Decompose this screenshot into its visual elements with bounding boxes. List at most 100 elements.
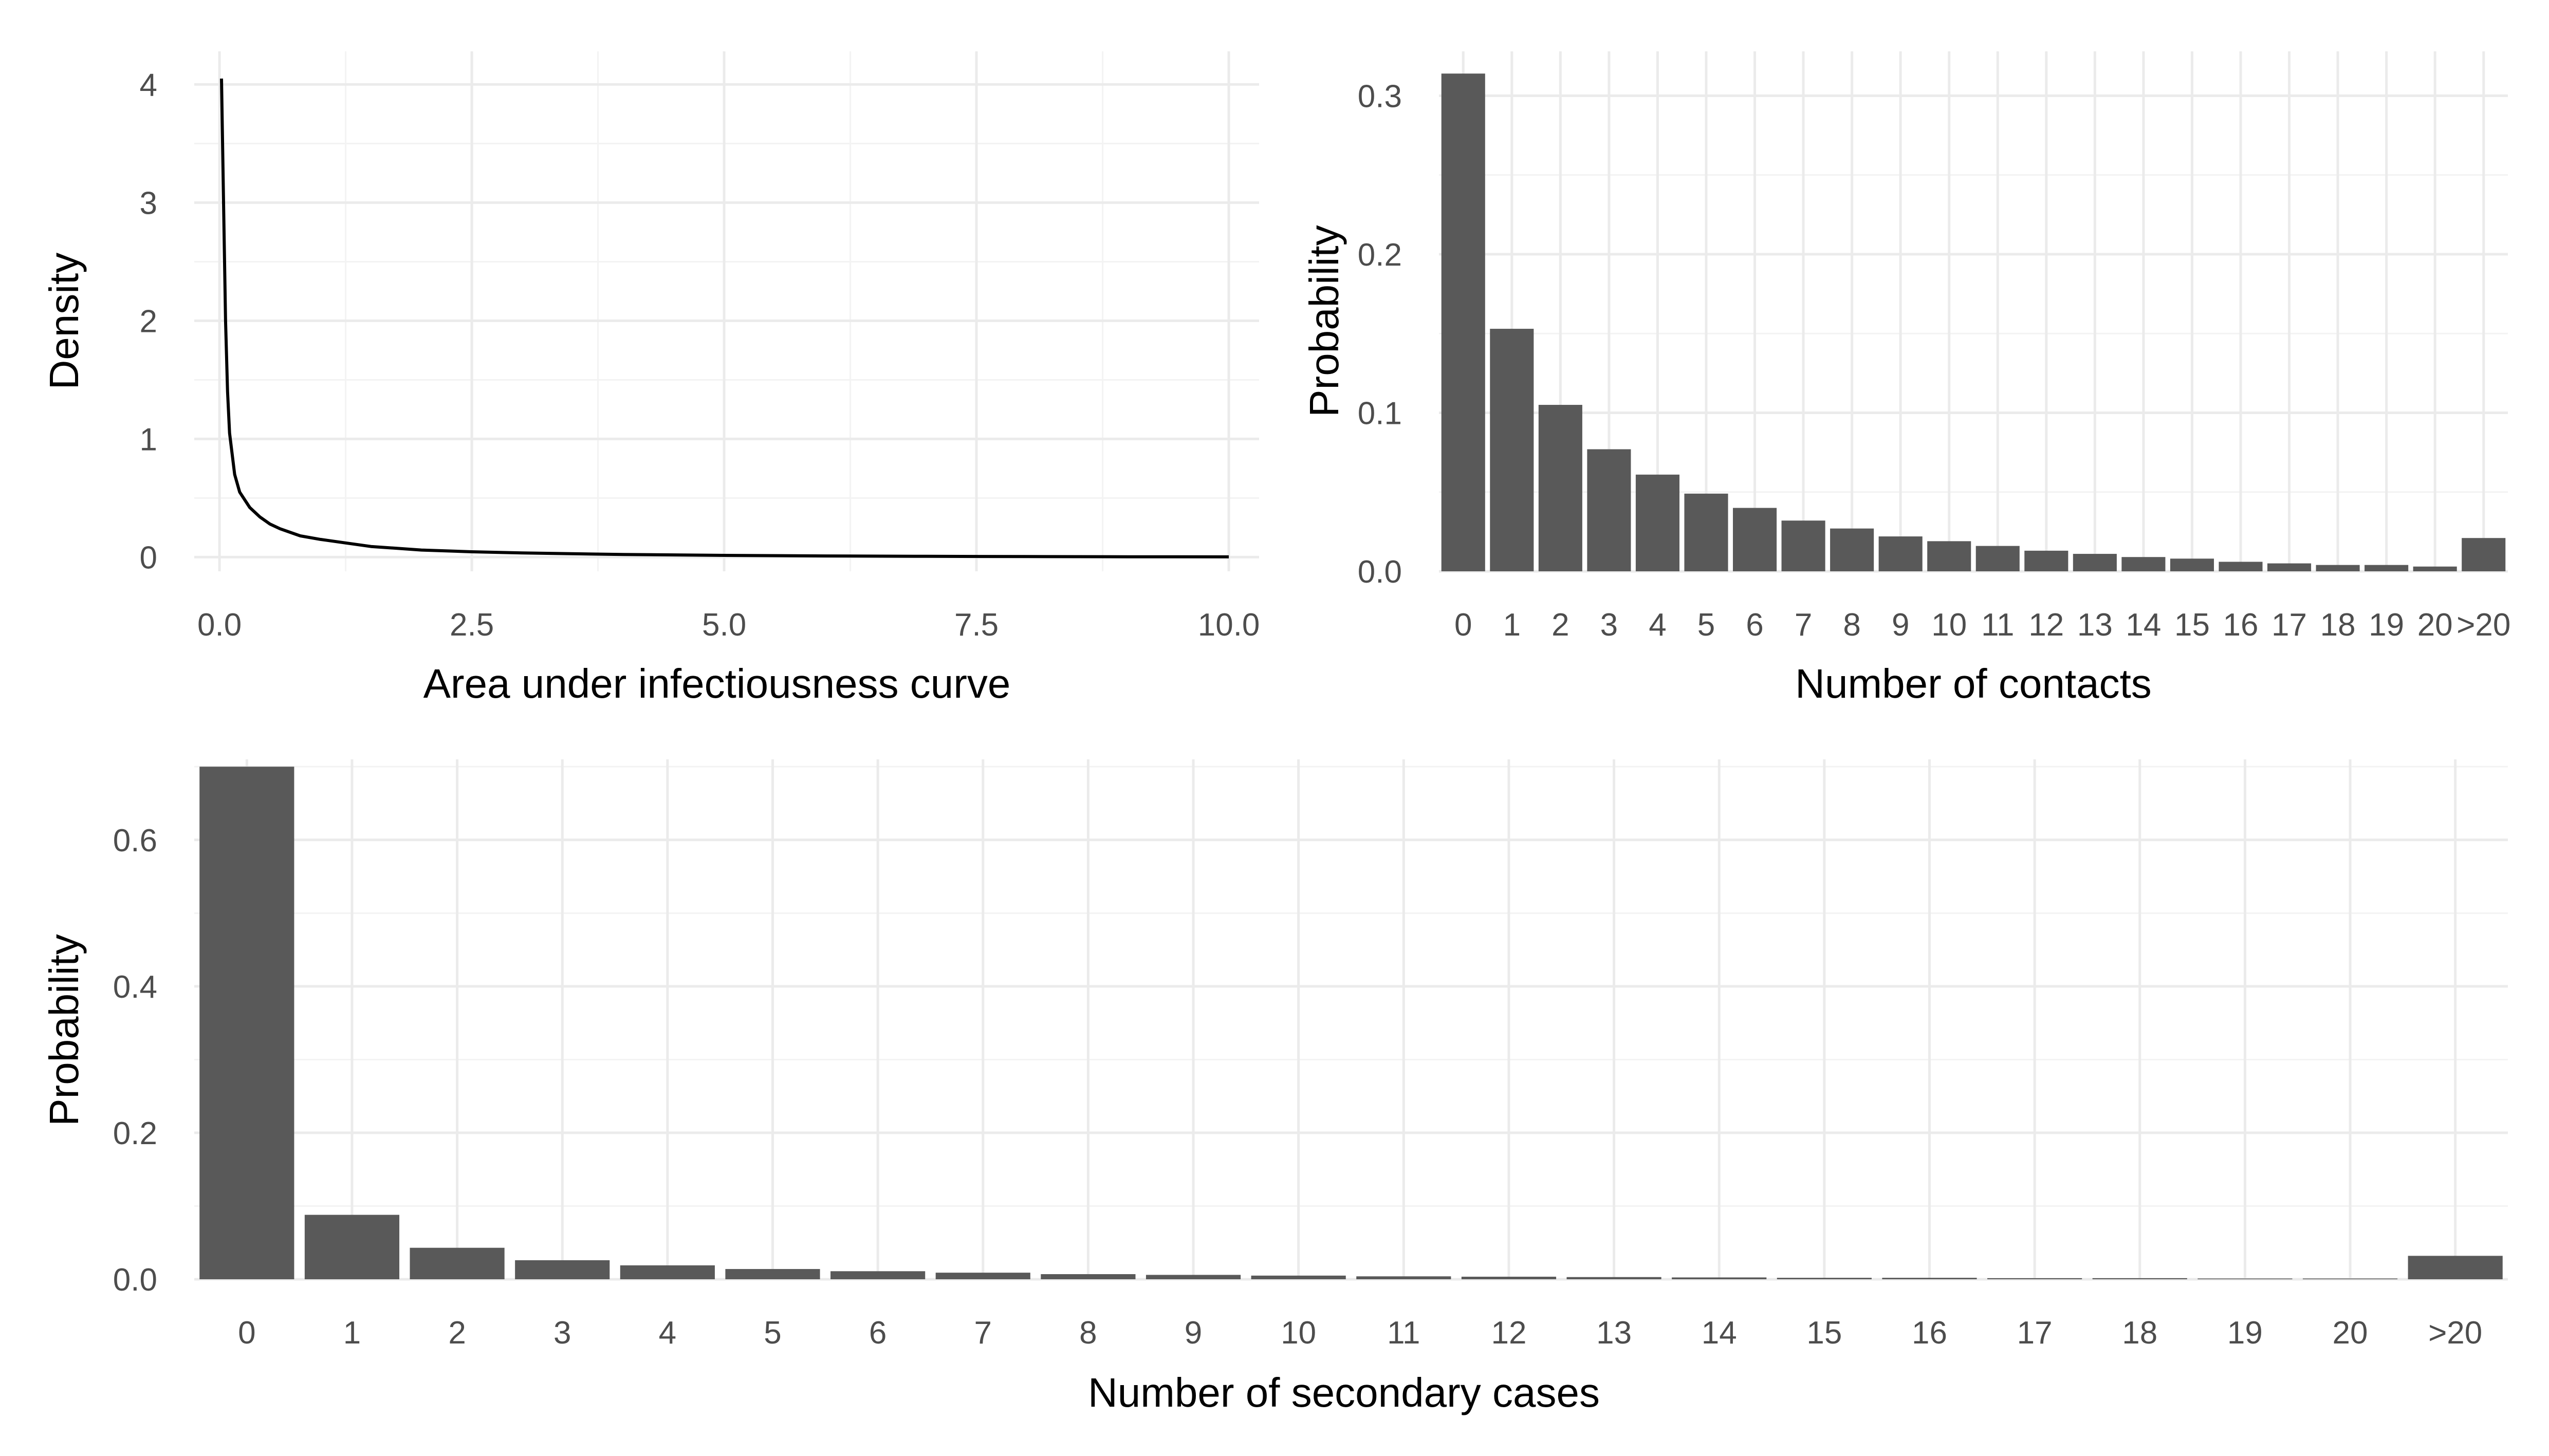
secondary-cases-bar-gt20 <box>2408 1256 2503 1279</box>
contacts-bar-12 <box>2024 550 2068 571</box>
contacts-x-tick-11: 11 <box>1981 607 2014 643</box>
secondary-cases-bar-12 <box>1461 1277 1557 1279</box>
density-x-tick-5-0: 5.0 <box>702 607 746 643</box>
secondary-cases-y-axis-title: Probability <box>41 934 87 1126</box>
secondary-cases-x-tick-6: 6 <box>869 1315 886 1351</box>
secondary-cases-bar-5 <box>725 1269 820 1279</box>
secondary-cases-gridlines <box>194 759 2508 1281</box>
contacts-bar-1 <box>1490 328 1534 571</box>
secondary-cases-bar-4 <box>620 1265 715 1279</box>
secondary-cases-x-tick-17: 17 <box>2017 1315 2053 1351</box>
contacts-bar-15 <box>2170 558 2214 571</box>
secondary-cases-bar-7 <box>935 1273 1030 1279</box>
secondary-cases-bar-13 <box>1566 1277 1661 1279</box>
secondary-cases-bar-10 <box>1251 1275 1346 1279</box>
contacts-x-tick-9: 9 <box>1892 607 1909 643</box>
contacts-x-tick-5: 5 <box>1697 607 1715 643</box>
contacts-bar-20 <box>2413 566 2457 571</box>
secondary-cases-x-tick-3: 3 <box>553 1315 571 1351</box>
density-y-tick-2: 2 <box>140 304 157 339</box>
contacts-x-tick-14: 14 <box>2126 607 2161 643</box>
density-x-tick-2-5: 2.5 <box>450 607 494 643</box>
contacts-bar-19 <box>2365 565 2409 571</box>
contacts-x-axis-title: Number of contacts <box>1795 661 2152 706</box>
contacts-x-tick-1: 1 <box>1503 607 1521 643</box>
secondary-cases-bar-8 <box>1041 1274 1136 1279</box>
secondary-cases-x-tick-19: 19 <box>2227 1315 2263 1351</box>
secondary-cases-x-tick-20: 20 <box>2333 1315 2368 1351</box>
contacts-y-tick-0-0: 0.0 <box>1358 554 1402 590</box>
density-y-tick-1: 1 <box>140 422 157 457</box>
secondary-cases-y-tick-0-2: 0.2 <box>113 1116 157 1151</box>
secondary-cases-x-tick-11: 11 <box>1387 1315 1420 1351</box>
secondary-cases-x-tick-8: 8 <box>1079 1315 1097 1351</box>
density-x-axis-title: Area under infectiousness curve <box>423 661 1011 706</box>
contacts-x-tick-7: 7 <box>1795 607 1812 643</box>
contacts-bar-9 <box>1878 536 1923 571</box>
contacts-bar-17 <box>2267 563 2312 571</box>
contacts-x-tick-17: 17 <box>2271 607 2307 643</box>
secondary-cases-bar-9 <box>1146 1275 1241 1279</box>
density-marks <box>220 78 1229 558</box>
secondary-cases-y-tick-0-0: 0.0 <box>113 1262 157 1298</box>
contacts-bar-gt20 <box>2462 538 2506 571</box>
secondary-cases-x-tick-gt20: >20 <box>2428 1315 2482 1351</box>
secondary-cases-bar-1 <box>304 1215 400 1279</box>
contacts-bar-8 <box>1830 528 1874 571</box>
density-y-tick-4: 4 <box>140 67 157 103</box>
density-tick-labels: 0.0 2.5 5.0 7.5 10.0 0 1 2 3 4 <box>140 67 1260 643</box>
secondary-cases-x-tick-16: 16 <box>1912 1315 1947 1351</box>
secondary-cases-x-tick-5: 5 <box>764 1315 781 1351</box>
contacts-y-axis-title: Probability <box>1301 225 1347 417</box>
density-x-tick-7-5: 7.5 <box>954 607 999 643</box>
secondary-cases-bar-2 <box>410 1247 505 1279</box>
secondary-cases-bar-17 <box>1987 1278 2082 1279</box>
contacts-tick-labels: 0.00.10.20.30 1 2 3 4 5 6 7 8 9 10 11 12 13 14 15 16 17 18… <box>1358 79 2511 643</box>
contacts-x-tick-12: 12 <box>2028 607 2064 643</box>
contacts-x-tick-2: 2 <box>1551 607 1569 643</box>
secondary-cases-bar-6 <box>830 1271 926 1279</box>
contacts-x-tick-15: 15 <box>2174 607 2210 643</box>
secondary-cases-x-tick-9: 9 <box>1185 1315 1202 1351</box>
secondary-cases-x-axis-title: Number of secondary cases <box>1088 1370 1600 1415</box>
secondary-cases-bar-3 <box>515 1260 610 1279</box>
secondary-cases-x-tick-13: 13 <box>1596 1315 1632 1351</box>
secondary-cases-bar-16 <box>1882 1278 1977 1279</box>
secondary-cases-x-tick-10: 10 <box>1281 1315 1316 1351</box>
contacts-y-tick-0-2: 0.2 <box>1358 237 1402 273</box>
contacts-marks <box>1441 73 2506 571</box>
contacts-x-tick-18: 18 <box>2320 607 2356 643</box>
contacts-bar-18 <box>2316 565 2360 571</box>
contacts-bar-5 <box>1684 493 1728 571</box>
contacts-gridlines <box>1439 51 2508 573</box>
contacts-x-tick-19: 19 <box>2369 607 2404 643</box>
contacts-bar-10 <box>1927 541 1971 571</box>
secondary-cases-x-tick-15: 15 <box>1806 1315 1842 1351</box>
contacts-x-tick-3: 3 <box>1600 607 1618 643</box>
contacts-x-tick-gt20: >20 <box>2456 607 2510 643</box>
secondary-cases-x-tick-0: 0 <box>238 1315 255 1351</box>
secondary-cases-panel: 0.00.20.40.60 1 2 3 4 5 6 7 8 9 10 11 12 13 14 15 16 17 18… <box>41 759 2508 1415</box>
contacts-y-tick-0-3: 0.3 <box>1358 79 1402 114</box>
density-gridlines <box>194 51 1259 571</box>
contacts-x-tick-8: 8 <box>1843 607 1860 643</box>
secondary-cases-bar-0 <box>199 767 294 1279</box>
contacts-x-tick-13: 13 <box>2077 607 2113 643</box>
secondary-cases-bar-15 <box>1777 1278 1872 1279</box>
contacts-x-tick-10: 10 <box>1931 607 1967 643</box>
contacts-y-tick-0-1: 0.1 <box>1358 396 1402 431</box>
contacts-x-tick-0: 0 <box>1454 607 1472 643</box>
contacts-bar-6 <box>1733 508 1777 571</box>
secondary-cases-tick-labels: 0.00.20.40.60 1 2 3 4 5 6 7 8 9 10 11 12 13 14 15 16 17 18… <box>113 823 2482 1351</box>
secondary-cases-y-tick-0-6: 0.6 <box>113 823 157 858</box>
contacts-bar-3 <box>1587 449 1631 571</box>
contacts-bar-2 <box>1538 405 1582 571</box>
contacts-bar-7 <box>1781 520 1825 571</box>
secondary-cases-x-tick-7: 7 <box>974 1315 992 1351</box>
secondary-cases-bar-14 <box>1672 1277 1767 1279</box>
contacts-bar-0 <box>1441 73 1485 571</box>
secondary-cases-x-tick-4: 4 <box>659 1315 676 1351</box>
contacts-bar-13 <box>2073 554 2117 571</box>
contacts-bar-4 <box>1635 474 1679 571</box>
